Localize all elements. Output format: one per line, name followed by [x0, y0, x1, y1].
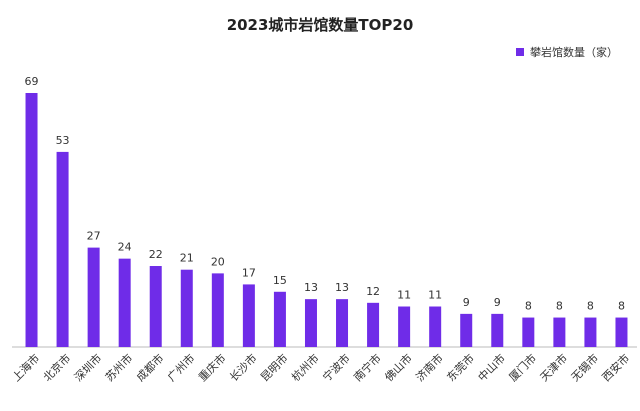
- bar-5: [180, 269, 193, 347]
- x-tick-label-15: 中山市: [475, 351, 508, 384]
- data-label-0: 69: [25, 75, 39, 88]
- data-label-16: 8: [525, 300, 532, 313]
- chart-title: 2023城市岩馆数量TOP20: [226, 16, 414, 34]
- bar-18: [584, 317, 597, 347]
- bar-10: [336, 299, 349, 347]
- x-tick-label-18: 无锡市: [568, 351, 601, 384]
- data-label-9: 13: [304, 281, 318, 294]
- bar-15: [491, 313, 504, 347]
- legend: 攀岩馆数量（家）: [516, 44, 618, 60]
- data-label-5: 21: [180, 252, 194, 265]
- x-tick-label-10: 宁波市: [320, 351, 353, 384]
- data-label-18: 8: [587, 300, 594, 313]
- bar-9: [304, 299, 317, 347]
- bar-0: [25, 93, 38, 347]
- data-label-8: 15: [273, 274, 287, 287]
- bar-6: [211, 273, 224, 347]
- x-tick-label-0: 上海市: [9, 351, 42, 384]
- data-label-11: 12: [366, 285, 380, 298]
- bar-3: [118, 258, 131, 347]
- data-label-2: 27: [87, 230, 101, 243]
- x-tick-label-17: 天津市: [537, 351, 570, 384]
- data-label-6: 20: [211, 255, 225, 268]
- bar-14: [460, 313, 473, 347]
- data-label-3: 24: [118, 241, 132, 254]
- bar-4: [149, 266, 162, 347]
- data-label-1: 53: [56, 134, 70, 147]
- x-tick-label-19: 西安市: [599, 351, 632, 384]
- x-tick-label-9: 杭州市: [289, 351, 322, 384]
- bar-11: [367, 302, 380, 347]
- data-label-17: 8: [556, 300, 563, 313]
- data-label-4: 22: [149, 248, 163, 261]
- x-tick-label-12: 佛山市: [382, 351, 415, 384]
- legend-label: 攀岩馆数量（家）: [530, 46, 618, 59]
- x-tick-label-14: 东莞市: [444, 351, 477, 384]
- bar-2: [87, 247, 100, 347]
- bar-17: [553, 317, 566, 347]
- data-label-15: 9: [494, 296, 501, 309]
- x-tick-label-11: 南宁市: [351, 351, 384, 384]
- x-tick-label-8: 昆明市: [257, 351, 290, 384]
- data-label-14: 9: [463, 296, 470, 309]
- x-tick-label-16: 厦门市: [506, 351, 539, 384]
- x-tick-label-2: 深圳市: [71, 351, 104, 384]
- data-label-12: 11: [397, 289, 411, 302]
- bar-1: [56, 151, 69, 347]
- data-label-13: 11: [428, 289, 442, 302]
- bar-13: [429, 306, 442, 347]
- bar-19: [615, 317, 628, 347]
- x-tick-label-6: 重庆市: [195, 351, 228, 384]
- legend-swatch: [516, 48, 524, 56]
- x-tick-label-3: 苏州市: [102, 351, 135, 384]
- bar-12: [398, 306, 411, 347]
- data-label-19: 8: [618, 300, 625, 313]
- x-tick-label-4: 成都市: [133, 351, 166, 384]
- x-tick-label-1: 北京市: [40, 351, 73, 384]
- x-tick-label-5: 广州市: [164, 351, 197, 384]
- bar-7: [242, 284, 255, 347]
- data-label-10: 13: [335, 281, 349, 294]
- bar-16: [522, 317, 535, 347]
- bar-8: [273, 291, 286, 347]
- x-tick-label-7: 长沙市: [226, 351, 259, 384]
- data-label-7: 17: [242, 266, 256, 279]
- x-tick-label-13: 济南市: [413, 351, 446, 384]
